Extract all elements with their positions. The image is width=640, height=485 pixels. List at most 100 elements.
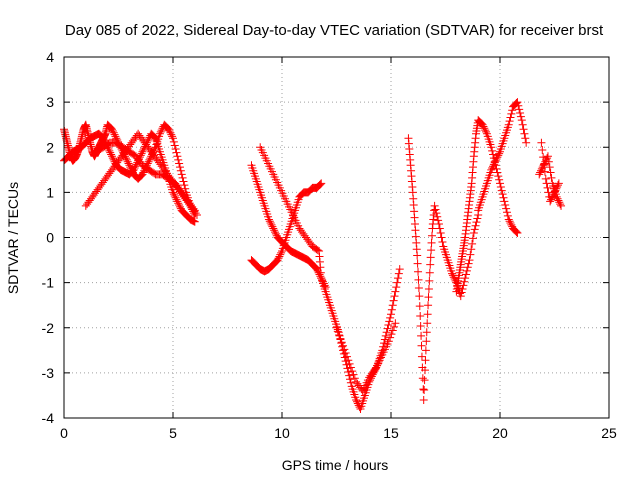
data-point [460,277,469,286]
data-point [106,148,115,157]
data-point [419,385,428,394]
data-point [341,349,350,358]
data-point [539,153,548,162]
data-point [425,276,434,285]
data-point [339,341,348,350]
data-point [99,134,108,143]
data-point [172,195,181,204]
data-point [492,154,501,163]
data-point [380,335,389,344]
y-tick-label: -4 [42,410,55,426]
data-point [416,312,425,321]
data-point [312,265,321,274]
data-point [346,363,355,372]
data-point [427,231,436,240]
data-point [520,129,529,138]
data-point [109,128,118,137]
data-point [480,124,489,133]
data-point [391,287,400,296]
data-point [552,184,561,193]
data-point [124,159,133,168]
data-point [342,352,351,361]
data-point [392,283,401,292]
data-point [383,324,392,333]
data-point [274,254,283,263]
data-point [169,188,177,197]
data-point [137,149,146,158]
data-point [543,183,552,192]
data-point [450,275,459,284]
data-point [175,163,184,172]
data-point [189,204,198,213]
data-point [493,168,502,177]
data-point [156,127,165,136]
data-point [192,210,201,219]
data-point [168,132,177,141]
data-point [424,301,433,310]
data-point [495,175,504,184]
data-point [457,288,466,297]
data-point [421,346,430,355]
data-point [385,317,394,326]
data-point [490,158,499,167]
data-point [545,163,554,172]
data-point [481,126,490,135]
data-point [501,201,510,210]
data-point [540,160,549,169]
data-point [506,113,515,122]
data-point [554,179,563,188]
data-point [434,216,443,225]
data-point [393,274,402,283]
data-point [420,376,429,385]
data-point [416,321,425,330]
data-point [391,319,400,328]
data-point [553,181,562,190]
data-point [464,259,473,268]
y-tick-label: 1 [46,184,54,200]
data-point [518,120,527,129]
data-point [384,321,393,330]
data-point [267,220,276,229]
data-point [269,224,278,233]
data-point [536,166,545,175]
data-point [424,293,433,302]
data-point [129,165,138,174]
data-point [130,164,139,173]
data-point [333,327,342,336]
data-point [387,305,396,314]
data-point [504,215,513,224]
data-point [344,356,353,365]
data-point [174,199,183,208]
data-point [332,323,341,332]
data-point [105,146,114,155]
data-point [123,157,132,166]
data-point [427,246,436,255]
data-point [423,319,432,328]
data-point [414,267,423,276]
data-point [415,292,424,301]
data-point [547,173,556,182]
data-point [535,170,544,179]
data-point [488,164,497,173]
data-point [110,130,119,139]
data-point [536,168,545,177]
data-point [417,331,426,340]
x-axis-label: GPS time / hours [282,457,389,473]
data-point [175,202,184,211]
x-tick-label: 10 [274,425,290,441]
data-point [467,245,476,254]
data-point [150,133,159,142]
data-point [389,296,398,305]
data-point [449,273,458,282]
data-point [343,364,352,373]
data-point [495,149,504,158]
data-point [540,167,549,176]
data-points [60,98,566,413]
data-point [489,160,498,169]
data-point [517,116,526,125]
data-point [387,310,395,319]
data-point [502,204,511,213]
data-point [430,201,439,210]
data-point [555,198,564,207]
